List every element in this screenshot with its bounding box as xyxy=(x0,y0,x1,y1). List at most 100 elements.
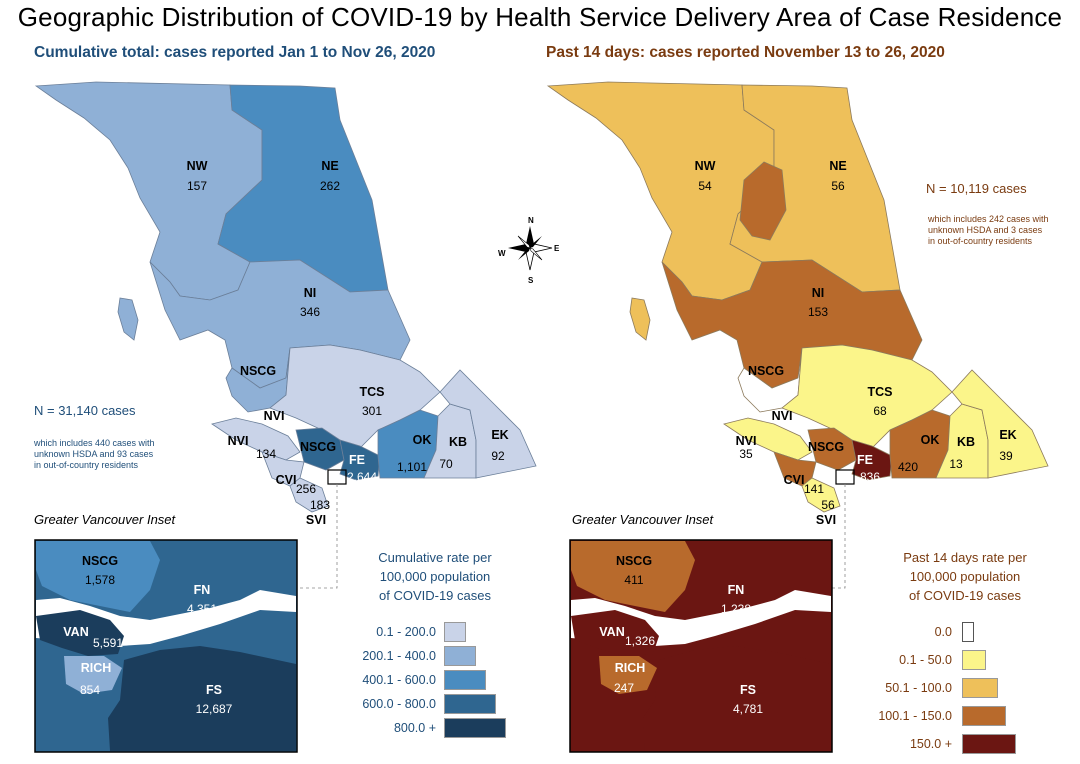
region-nw-left xyxy=(34,81,263,301)
region-nw-strip-right xyxy=(739,161,787,241)
label-ne-left: NE xyxy=(321,159,338,173)
value-ne-right: 56 xyxy=(831,179,845,193)
right-note-line: which includes 242 cases with xyxy=(928,214,1049,224)
left-region-labels: NW 157 NE 262 NI 346 NSCG TCS 301 NVI NV… xyxy=(187,159,509,527)
legend-title-line: Past 14 days rate per xyxy=(903,550,1027,565)
inset-value-nscg-right: 411 xyxy=(624,573,643,587)
label-nvi-right: NVI xyxy=(772,409,793,423)
right-note: which includes 242 cases with unknown HS… xyxy=(928,214,1049,247)
legend-label: 200.1 - 400.0 xyxy=(362,649,436,663)
left-note-line: unknown HSDA and 93 cases xyxy=(34,449,154,459)
label-nvi-left: NVI xyxy=(264,409,285,423)
label-nw-left: NW xyxy=(187,159,208,173)
region-nw-right xyxy=(546,81,775,301)
label-tcs-right: TCS xyxy=(868,385,893,399)
label-svi-right: SVI xyxy=(816,513,836,527)
inset-label-fs-right: FS xyxy=(740,683,756,697)
right-map-subtitle: Past 14 days: cases reported November 13… xyxy=(546,44,945,61)
region-nvi-right xyxy=(723,417,813,461)
label-nscg-north-left: NSCG xyxy=(240,364,276,378)
inset-rich-right xyxy=(599,656,657,694)
value-ok-right: 420 xyxy=(898,460,918,474)
legend-title-line: of COVID-19 cases xyxy=(909,588,1021,603)
label-cvi-left: CVI xyxy=(276,473,297,487)
legend-swatch xyxy=(962,678,998,698)
value-nw-left: 157 xyxy=(187,179,207,193)
value-kb-left: 70 xyxy=(439,457,453,471)
value-ok-left: 1,101 xyxy=(397,460,427,474)
label-nw-right: NW xyxy=(695,159,716,173)
label-nvi-south-right: NVI xyxy=(736,434,757,448)
legend-label: 50.1 - 100.0 xyxy=(885,681,952,695)
legend-label: 800.0 + xyxy=(393,721,436,735)
label-nvi-south-left: NVI xyxy=(228,434,249,448)
inset-label-fs-left: FS xyxy=(206,683,222,697)
inset-leader-right xyxy=(832,484,846,589)
value-svi-left: 183 xyxy=(310,498,330,512)
value-ek-left: 92 xyxy=(491,449,505,463)
left-legend-title: Cumulative rate per 100,000 population o… xyxy=(360,548,510,605)
legend-title-line: of COVID-19 cases xyxy=(379,588,491,603)
value-fe-left: 2,644 xyxy=(347,470,377,484)
inset-fs-right xyxy=(643,646,831,751)
legend-label: 0.0 xyxy=(934,625,952,639)
label-ni-left: NI xyxy=(304,286,317,300)
label-ek-left: EK xyxy=(491,428,508,442)
left-note-line: which includes 440 cases with xyxy=(34,438,155,448)
label-cvi-right: CVI xyxy=(784,473,805,487)
inset-nscg-left xyxy=(36,541,160,612)
left-bc-map xyxy=(34,81,537,589)
label-ok-right: OK xyxy=(921,433,940,447)
legend-label: 0.1 - 50.0 xyxy=(899,653,952,667)
inset-van-right xyxy=(571,610,659,656)
inset-label-nscg-right: NSCG xyxy=(616,554,652,568)
label-nscg-north-right: NSCG xyxy=(748,364,784,378)
inset-label-nscg-left: NSCG xyxy=(82,554,118,568)
inset-label-rich-left: RICH xyxy=(81,661,112,675)
inset-value-van-right: 1,326 xyxy=(625,634,655,648)
label-kb-left: KB xyxy=(449,435,467,449)
legend-title-line: 100,000 population xyxy=(909,569,1021,584)
legend-swatch xyxy=(444,646,476,666)
region-svi-left xyxy=(289,477,329,513)
inset-label-rich-right: RICH xyxy=(615,661,646,675)
inset-value-fs-left: 12,687 xyxy=(196,702,233,716)
legend-swatch xyxy=(962,734,1016,754)
label-fe-right: FE xyxy=(857,453,873,467)
value-nw-right: 54 xyxy=(698,179,712,193)
right-legend-title: Past 14 days rate per 100,000 population… xyxy=(890,548,1040,605)
island-haida-gwaii-left xyxy=(117,297,139,341)
value-ek-right: 39 xyxy=(999,449,1013,463)
left-inset-map: NSCG 1,578 FN 4,351 VAN 5,591 RICH 854 F… xyxy=(34,539,298,753)
inset-value-rich-left: 854 xyxy=(80,683,100,697)
inset-label-van-left: VAN xyxy=(63,625,88,639)
inset-value-rich-right: 247 xyxy=(614,681,634,695)
label-nscg-south-left: NSCG xyxy=(300,440,336,454)
right-inset-map: NSCG 411 FN 1,238 VAN 1,326 RICH 247 FS … xyxy=(569,539,833,753)
legend-swatch xyxy=(962,650,986,670)
compass-s: S xyxy=(528,276,534,285)
label-kb-right: KB xyxy=(957,435,975,449)
inset-value-nscg-left: 1,578 xyxy=(85,573,115,587)
compass-w: W xyxy=(498,249,506,258)
value-ni-left: 346 xyxy=(300,305,320,319)
region-svi-right xyxy=(801,477,841,513)
value-ne-left: 262 xyxy=(320,179,340,193)
inset-leader-left xyxy=(300,484,338,589)
inset-nscg-right xyxy=(571,541,695,612)
label-svi-left: SVI xyxy=(306,513,326,527)
compass-rose-icon: N S E W xyxy=(498,216,560,285)
value-nvi-right: 35 xyxy=(739,447,753,461)
value-svi-right: 56 xyxy=(821,498,835,512)
right-note-line: in out-of-country residents xyxy=(928,236,1033,246)
right-inset-title: Greater Vancouver Inset xyxy=(572,512,714,527)
label-nscg-south-right: NSCG xyxy=(808,440,844,454)
inset-value-fn-left: 4,351 xyxy=(187,602,217,616)
label-tcs-left: TCS xyxy=(360,385,385,399)
legend-label: 100.1 - 150.0 xyxy=(878,709,952,723)
value-ni-right: 153 xyxy=(808,305,828,319)
value-nvi-left: 134 xyxy=(256,447,276,461)
inset-fs-left xyxy=(108,646,296,751)
compass-e: E xyxy=(554,244,560,253)
